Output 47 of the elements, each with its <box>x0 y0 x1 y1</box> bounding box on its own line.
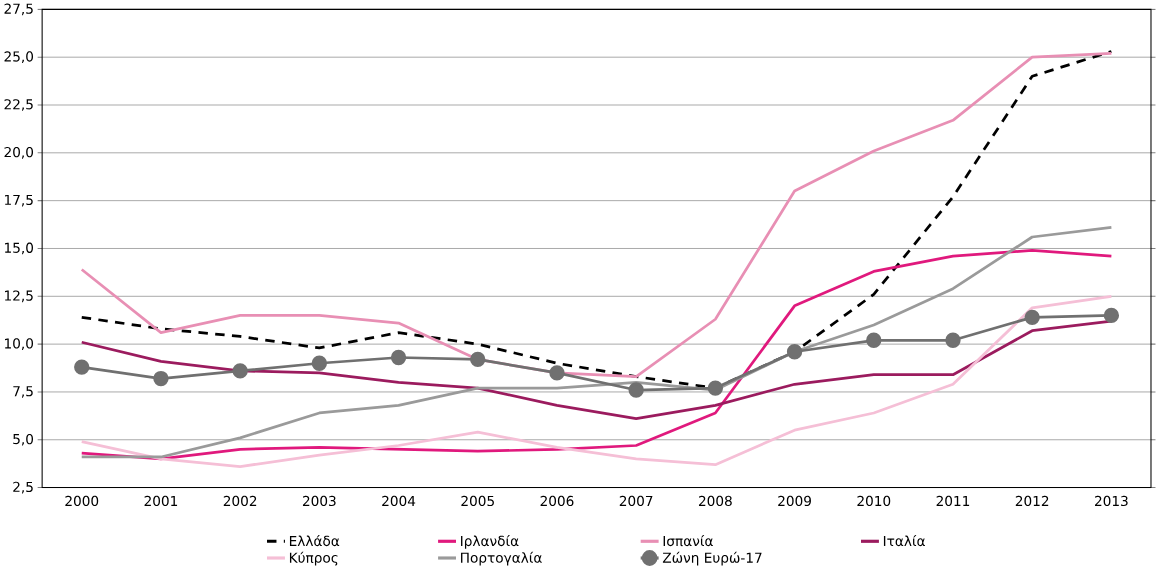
point <box>470 351 486 367</box>
x-tick-label: 2012 <box>1015 495 1049 506</box>
point <box>945 332 961 348</box>
point <box>866 332 882 348</box>
line-series <box>80 294 1113 468</box>
y-tick-label: 15,0 <box>5 242 34 255</box>
legend-label: Ιταλία <box>883 534 925 546</box>
y-tick-label: 10,0 <box>5 338 34 350</box>
x-tick-label: 2006 <box>540 495 574 506</box>
legend-label: Κύπρος <box>289 551 338 566</box>
y-tick-label: 17,5 <box>5 194 33 207</box>
point <box>74 359 90 375</box>
point <box>707 380 724 396</box>
x-tick-label: 2002 <box>223 495 257 506</box>
legend-label: Ισπανία <box>663 534 713 547</box>
x-tick-label: 2005 <box>461 495 494 506</box>
y-tick-label: 22,5 <box>4 98 33 111</box>
x-tick-label: 2010 <box>857 495 891 506</box>
y-tick-label: 12,5 <box>5 290 33 302</box>
y-tick-label: 2,5 <box>13 481 33 494</box>
x-tick-label: 2000 <box>65 495 99 506</box>
x-tick-label: 2009 <box>778 495 811 506</box>
x-tick-label: 2011 <box>936 495 970 506</box>
point <box>232 363 248 379</box>
y-tick-label: 7,5 <box>13 385 33 398</box>
point <box>786 343 803 360</box>
x-tick-label: 2004 <box>382 495 416 506</box>
legend-label: Πορτογαλία <box>461 551 542 566</box>
x-tick-label: 2013 <box>1095 495 1128 506</box>
point <box>549 364 565 381</box>
x-tick-label: 2007 <box>619 495 653 506</box>
y-tick-label: 5,0 <box>13 433 34 446</box>
point <box>628 382 644 398</box>
x-tick-label: 2003 <box>302 495 336 506</box>
legend-label: Ελλάδα <box>289 534 340 546</box>
x-tick-label: 2008 <box>698 495 732 506</box>
point <box>153 370 169 387</box>
x-tick-label: 2001 <box>144 495 178 506</box>
point <box>1024 309 1040 325</box>
y-tick-label: 20,0 <box>4 146 34 159</box>
point <box>311 355 328 371</box>
point <box>1103 307 1120 323</box>
point <box>390 349 407 365</box>
legend-label: Ζώνη Ευρώ-17 <box>662 551 762 566</box>
y-tick-label: 27,5 <box>4 3 33 15</box>
y-tick-label: 25,0 <box>4 51 34 63</box>
legend-label: Ιρλανδία <box>461 534 519 549</box>
